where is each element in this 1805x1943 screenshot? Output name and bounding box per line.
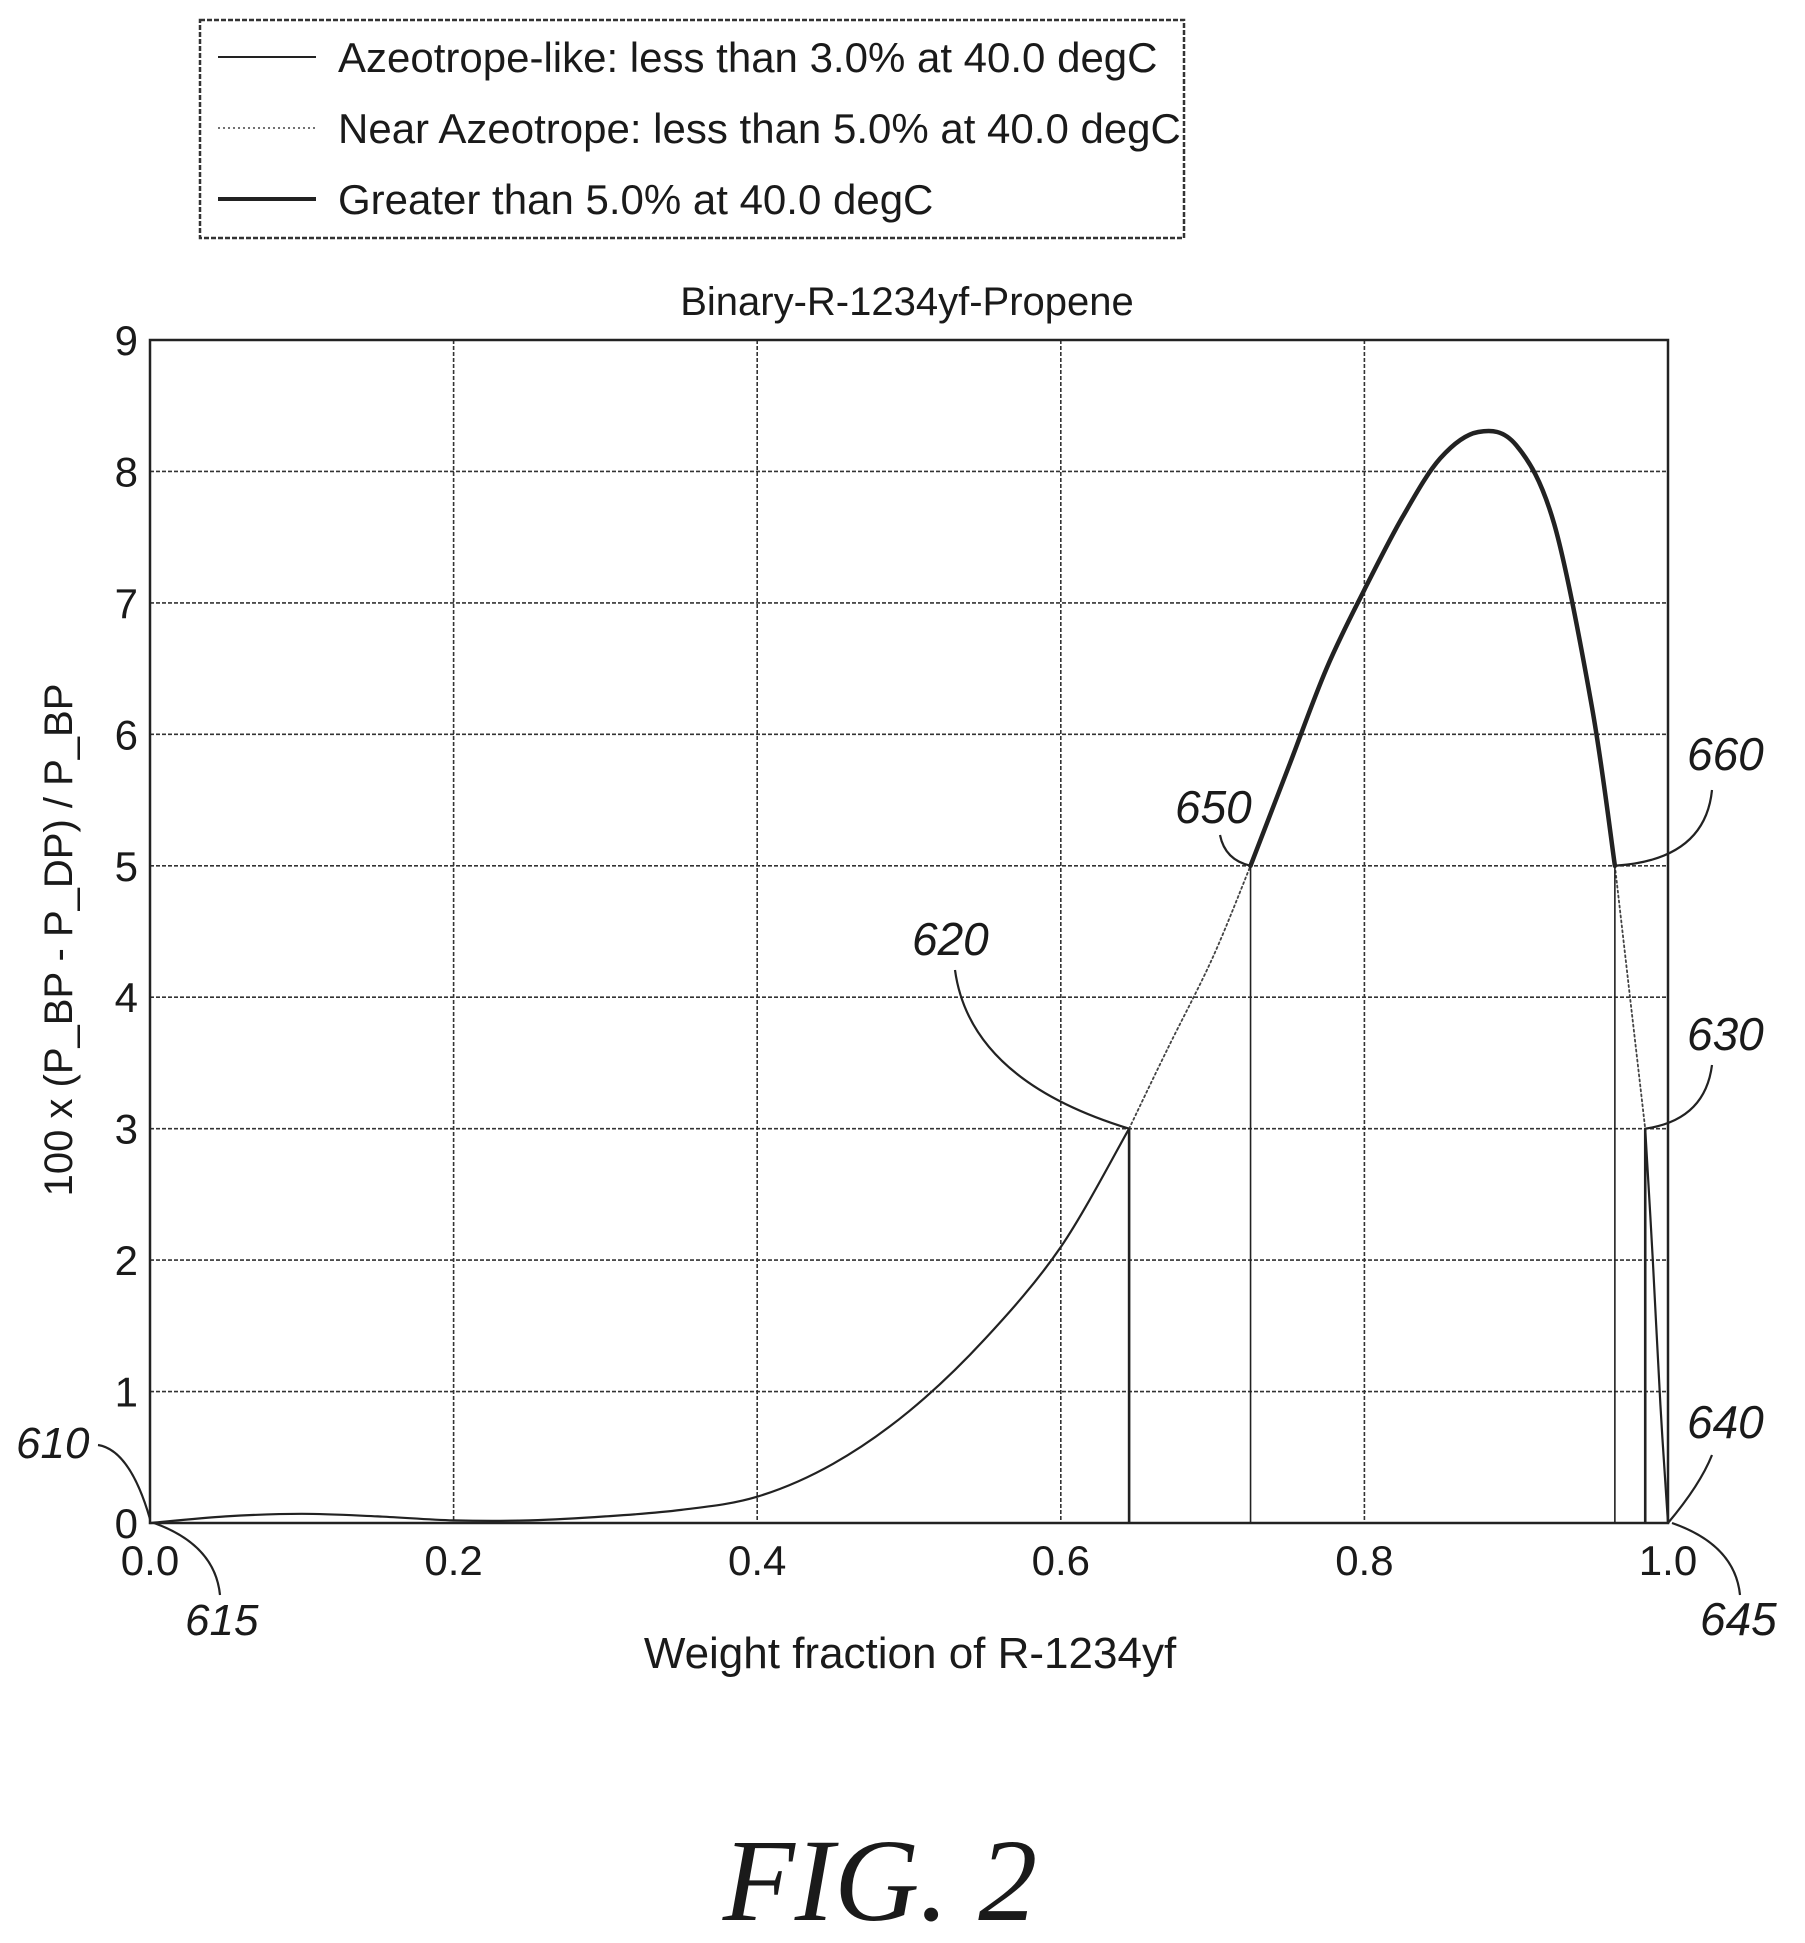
leader-645 [1671,1521,1742,1596]
legend-label-near-azeotrope: Near Azeotrope: less than 5.0% at 40.0 d… [338,105,1181,152]
y-tick-label: 2 [115,1237,138,1284]
ref-numeral-630: 630 [1687,1008,1764,1060]
series-line-dotted-seg1 [1614,864,1647,1130]
grid-lines [149,339,1669,1524]
x-tick-label: 0.4 [728,1537,786,1584]
leader-660 [1614,789,1714,867]
reference-leaders [97,789,1742,1596]
y-tick-label: 8 [115,448,138,495]
y-tick-label: 9 [115,317,138,364]
legend-label-azeotrope-like: Azeotrope-like: less than 3.0% at 40.0 d… [338,34,1158,81]
data-series [148,428,1670,1525]
series-line-solid-thin-seg1 [1644,1127,1670,1525]
tick-labels: 0.0 0.2 0.4 0.6 0.8 1.0 0 1 2 3 4 5 6 7 8 9 [115,317,1698,1584]
leader-610 [97,1443,152,1520]
series-line-solid-thin-seg0 [148,1127,1131,1525]
y-tick-label: 5 [115,843,138,890]
x-tick-label: 0.6 [1032,1537,1090,1584]
ref-numeral-640: 640 [1687,1396,1764,1448]
x-axis-label: Weight fraction of R-1234yf [644,1629,1177,1678]
series-line-solid-thick-seg0 [1248,428,1618,869]
y-tick-label: 1 [115,1369,138,1416]
ref-numeral-650: 650 [1175,781,1252,833]
y-tick-label: 0 [115,1500,138,1547]
ref-numeral-610: 610 [16,1419,90,1468]
x-tick-label: 0.8 [1335,1537,1393,1584]
legend: Azeotrope-like: less than 3.0% at 40.0 d… [198,18,1186,240]
leader-620 [953,969,1130,1130]
plot-frame [148,338,1670,1525]
y-tick-label: 4 [115,974,138,1021]
ref-numeral-645: 645 [1700,1593,1777,1645]
leader-630 [1645,1064,1714,1130]
y-tick-label: 7 [115,580,138,627]
ref-numeral-620: 620 [912,913,989,965]
series-line-dotted-seg0 [1128,864,1252,1130]
leader-615 [153,1521,222,1596]
chart-title: Binary-R-1234yf-Propene [680,280,1134,324]
figure-caption: FIG. 2 [722,1815,1038,1943]
x-tick-label: 0.2 [424,1537,482,1584]
ref-numeral-615: 615 [185,1596,259,1645]
legend-frame [198,18,1186,240]
y-axis-label: 100 x (P_BP - P_DP) / P_BP [37,684,81,1197]
legend-label-greater-than: Greater than 5.0% at 40.0 degC [338,176,933,223]
y-tick-label: 3 [115,1106,138,1153]
x-tick-label: 1.0 [1639,1537,1697,1584]
x-tick-label: 0.0 [121,1537,179,1584]
y-tick-label: 6 [115,711,138,758]
ref-numeral-660: 660 [1687,728,1764,780]
leader-640 [1667,1454,1714,1524]
leader-650 [1218,834,1251,867]
